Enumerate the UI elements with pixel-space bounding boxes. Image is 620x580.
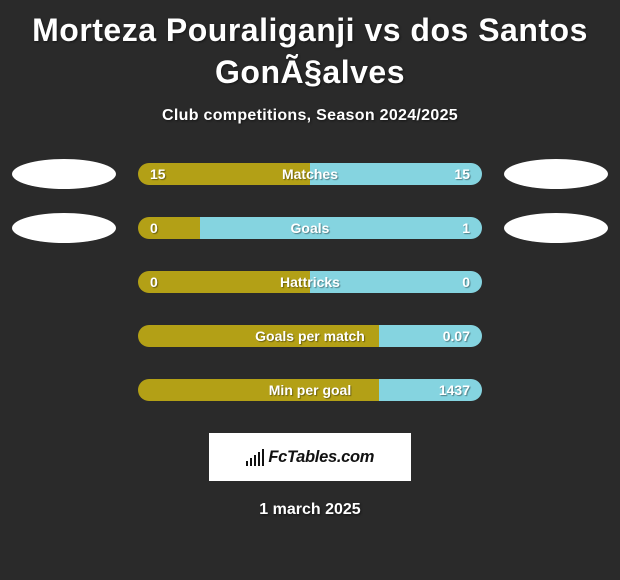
stat-row: 15 15 Matches <box>0 159 620 189</box>
stat-right-value: 1 <box>462 220 470 236</box>
stat-label: Goals <box>291 220 330 236</box>
stat-row: 1437 Min per goal <box>0 375 620 405</box>
bars-icon <box>246 449 265 466</box>
stat-bar: 1437 Min per goal <box>138 379 482 401</box>
player-right-ellipse <box>504 159 608 189</box>
stat-bar-right <box>200 217 482 239</box>
stat-right-value: 15 <box>454 166 470 182</box>
stat-row: 0.07 Goals per match <box>0 321 620 351</box>
stat-label: Matches <box>282 166 338 182</box>
stat-row: 0 1 Goals <box>0 213 620 243</box>
stat-left-value: 0 <box>150 220 158 236</box>
stat-label: Goals per match <box>255 328 365 344</box>
stat-bar: 0 0 Hattricks <box>138 271 482 293</box>
stat-label: Min per goal <box>269 382 351 398</box>
stat-left-value: 0 <box>150 274 158 290</box>
stat-label: Hattricks <box>280 274 340 290</box>
player-right-ellipse <box>504 213 608 243</box>
player-left-ellipse <box>12 159 116 189</box>
stat-bar: 0.07 Goals per match <box>138 325 482 347</box>
stat-bar: 15 15 Matches <box>138 163 482 185</box>
stat-bar-left <box>138 217 200 239</box>
comparison-subtitle: Club competitions, Season 2024/2025 <box>0 107 620 125</box>
player-left-ellipse <box>12 213 116 243</box>
stat-row: 0 0 Hattricks <box>0 267 620 297</box>
date-label: 1 march 2025 <box>0 501 620 519</box>
stat-left-value: 15 <box>150 166 166 182</box>
comparison-title: Morteza Pouraliganji vs dos Santos GonÃ§… <box>0 0 620 93</box>
branding-text: FcTables.com <box>268 448 374 467</box>
stat-right-value: 0 <box>462 274 470 290</box>
stat-bar: 0 1 Goals <box>138 217 482 239</box>
stat-right-value: 0.07 <box>443 328 470 344</box>
stats-container: 15 15 Matches 0 1 Goals 0 0 Hattricks 0.07 Goals p… <box>0 159 620 405</box>
branding-badge: FcTables.com <box>209 433 411 481</box>
stat-right-value: 1437 <box>439 382 470 398</box>
